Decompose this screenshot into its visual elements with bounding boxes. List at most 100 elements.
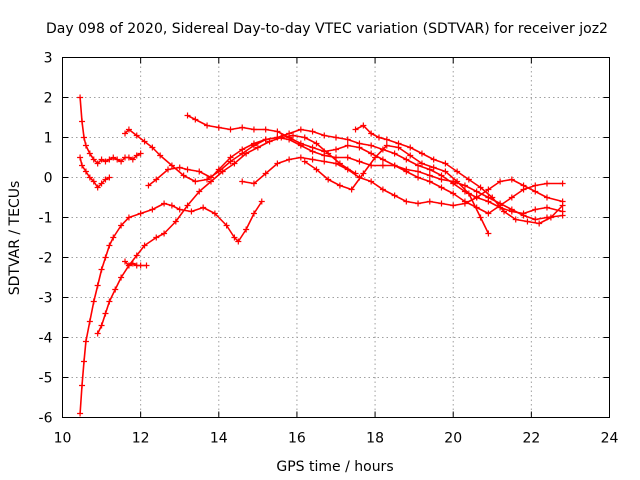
data-point: [391, 162, 398, 169]
data-point: [118, 158, 125, 165]
data-point: [98, 266, 105, 273]
data-point: [297, 140, 304, 147]
grid: [62, 57, 610, 418]
data-point: [532, 216, 539, 223]
plot-frame: [62, 57, 610, 418]
data-point: [313, 140, 320, 147]
data-point: [82, 168, 89, 175]
data-point: [309, 144, 316, 151]
data-point: [368, 130, 375, 137]
data-point: [383, 142, 390, 149]
data-point: [243, 226, 250, 233]
data-point: [250, 140, 257, 147]
data-point: [407, 144, 414, 151]
data-point: [106, 174, 113, 181]
data-point: [333, 154, 339, 161]
data-point: [497, 178, 504, 185]
x-axis-label: GPS time / hours: [276, 459, 393, 475]
data-point: [430, 156, 437, 163]
data-point: [301, 134, 308, 141]
data-point: [543, 204, 550, 211]
data-point: [211, 210, 218, 217]
data-point: [508, 194, 515, 201]
series-arc-4-markers: [94, 132, 359, 337]
data-point: [290, 132, 297, 139]
data-point: [344, 166, 351, 173]
data-point: [143, 262, 150, 269]
data-point: [176, 164, 183, 171]
data-point: [118, 274, 125, 281]
data-point: [239, 178, 246, 185]
data-point: [102, 158, 109, 165]
data-point: [188, 208, 195, 215]
data-point: [348, 186, 355, 193]
data-point: [532, 188, 539, 195]
data-point: [520, 212, 527, 219]
data-point: [426, 166, 433, 173]
data-point: [254, 144, 261, 151]
data-point: [141, 138, 148, 145]
data-point: [98, 156, 105, 163]
data-point: [477, 214, 484, 221]
data-point: [508, 176, 515, 183]
data-point: [368, 150, 375, 157]
data-point: [161, 200, 168, 207]
data-point: [192, 116, 199, 123]
data-point: [532, 206, 539, 213]
data-point: [344, 136, 351, 143]
data-point: [79, 382, 86, 389]
data-point: [262, 136, 269, 143]
data-point: [125, 214, 132, 221]
data-point: [86, 150, 93, 157]
series-arc-8: [187, 114, 563, 221]
y-tick-label: 1: [44, 131, 53, 147]
data-point: [430, 164, 437, 171]
data-point: [94, 282, 101, 289]
y-tick-label: -2: [39, 251, 53, 267]
data-point: [125, 126, 132, 133]
data-point: [79, 162, 86, 169]
series-arc-8-markers: [184, 112, 566, 223]
series-arc-1-markers: [77, 94, 144, 167]
data-point: [122, 130, 129, 137]
data-point: [336, 182, 343, 189]
data-point: [368, 178, 375, 185]
data-point: [333, 146, 339, 153]
data-point: [102, 176, 109, 183]
data-point: [438, 184, 445, 191]
data-point: [215, 166, 222, 173]
data-point: [485, 210, 492, 217]
data-point: [368, 142, 375, 149]
data-point: [106, 298, 113, 305]
data-point: [82, 142, 89, 149]
data-point: [559, 202, 566, 209]
data-point: [98, 180, 105, 187]
data-point: [86, 318, 93, 325]
data-point: [379, 186, 386, 193]
data-point: [360, 122, 367, 129]
data-point: [94, 184, 101, 191]
data-point: [333, 134, 339, 141]
data-point: [501, 208, 508, 215]
data-point: [184, 202, 191, 209]
data-point: [352, 126, 359, 133]
data-point: [559, 212, 566, 219]
x-tick-label: 10: [54, 431, 72, 447]
data-point: [301, 158, 308, 165]
data-point: [227, 126, 234, 133]
data-point: [524, 218, 531, 225]
data-point: [153, 234, 160, 241]
data-point: [559, 180, 566, 187]
data-point: [426, 198, 433, 205]
chart-title: Day 098 of 2020, Sidereal Day-to-day VTE…: [46, 21, 608, 37]
data-point: [133, 132, 140, 139]
data-point: [532, 182, 539, 189]
data-point: [164, 166, 171, 173]
y-tick-label: 3: [44, 51, 53, 67]
data-point: [79, 118, 86, 125]
data-point: [454, 178, 461, 185]
data-point: [172, 218, 179, 225]
data-point: [465, 190, 472, 197]
data-point: [274, 160, 281, 167]
